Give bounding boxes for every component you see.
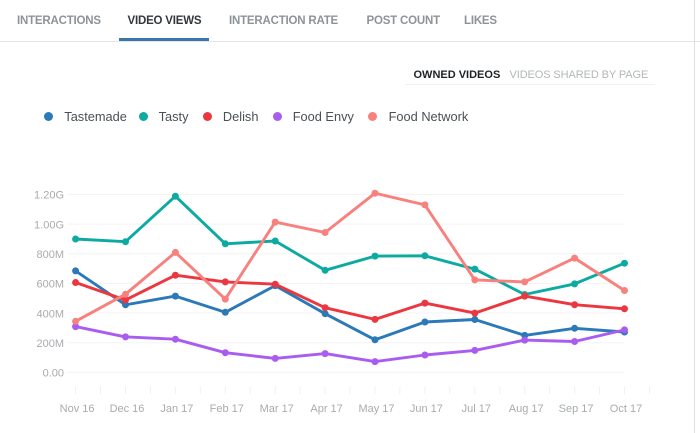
svg-text:600M: 600M xyxy=(36,279,64,291)
svg-text:Aug 17: Aug 17 xyxy=(509,403,544,415)
svg-text:Oct 17: Oct 17 xyxy=(610,403,642,415)
svg-text:May 17: May 17 xyxy=(358,403,394,415)
svg-text:Jun 17: Jun 17 xyxy=(410,403,443,415)
svg-text:400M: 400M xyxy=(36,308,64,320)
svg-text:Nov 16: Nov 16 xyxy=(60,403,95,415)
svg-text:800M: 800M xyxy=(36,249,64,261)
svg-text:1.20G: 1.20G xyxy=(34,190,64,202)
svg-text:200M: 200M xyxy=(36,338,64,350)
svg-text:Feb 17: Feb 17 xyxy=(210,403,244,415)
svg-text:Dec 16: Dec 16 xyxy=(110,403,145,415)
svg-text:Mar 17: Mar 17 xyxy=(260,403,294,415)
svg-text:1.00G: 1.00G xyxy=(34,219,64,231)
svg-text:Sep 17: Sep 17 xyxy=(559,403,594,415)
svg-text:Jan 17: Jan 17 xyxy=(160,403,193,415)
svg-text:Apr 17: Apr 17 xyxy=(310,403,342,415)
svg-text:0.00: 0.00 xyxy=(43,368,64,380)
svg-text:Jul 17: Jul 17 xyxy=(462,403,491,415)
